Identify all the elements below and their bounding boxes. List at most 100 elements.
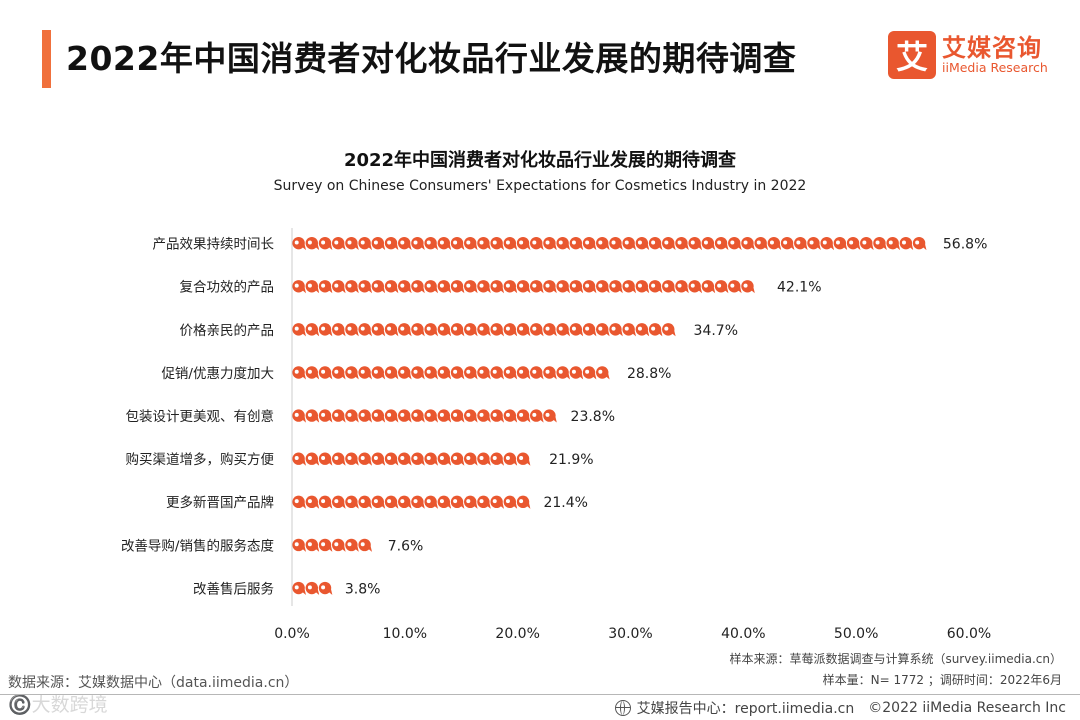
bar-unit-icon xyxy=(490,236,505,251)
bar-unit-icon xyxy=(332,538,346,552)
bar-unit-icon xyxy=(318,538,333,552)
bar-unit-icon xyxy=(556,409,561,423)
bar-unit-icon xyxy=(371,538,378,552)
bar-unit-icon xyxy=(318,495,333,509)
bar-unit-icon xyxy=(424,409,439,423)
bar-unit-icon xyxy=(516,409,531,423)
bar-unit-icon xyxy=(582,280,597,294)
bar-unit-icon xyxy=(450,280,465,294)
data-source: 数据来源：艾媒数据中心（data.iimedia.cn） xyxy=(8,675,299,691)
bar-unit-icon xyxy=(398,366,412,380)
bar-unit-icon xyxy=(477,280,491,294)
brand-logo[interactable]: 艾 艾媒咨询 iiMedia Research xyxy=(888,31,1048,79)
bar xyxy=(292,409,561,423)
bar-unit-icon xyxy=(450,495,465,509)
bar-unit-icon xyxy=(292,538,306,552)
bar-unit-icon xyxy=(596,323,610,337)
bar-unit-icon xyxy=(701,280,716,294)
bar-unit-icon xyxy=(596,280,610,294)
bar-unit-icon xyxy=(305,538,320,552)
bar-unit-icon xyxy=(807,236,821,251)
logo-name-cn: 艾媒咨询 xyxy=(942,33,1042,62)
bar-unit-icon xyxy=(437,452,452,466)
bar-unit-icon xyxy=(556,236,571,251)
category-label: 购买渠道增多，购买方便 xyxy=(126,451,275,468)
bar-unit-icon xyxy=(477,366,491,380)
bar-unit-icon xyxy=(490,409,505,423)
bar-unit-icon xyxy=(424,323,439,337)
bar-unit-icon xyxy=(675,280,689,294)
bar-unit-icon xyxy=(516,236,531,251)
bar-unit-icon xyxy=(345,280,359,294)
x-tick-label: 60.0% xyxy=(947,626,991,642)
bar xyxy=(292,323,684,337)
bar-unit-icon xyxy=(450,323,465,337)
bar-unit-icon xyxy=(345,538,359,552)
bar-unit-icon xyxy=(358,409,373,423)
bar-unit-icon xyxy=(437,236,452,251)
bar-unit-icon xyxy=(332,581,335,596)
bar-unit-icon xyxy=(780,236,795,251)
bar xyxy=(292,495,534,509)
bar-unit-icon xyxy=(292,452,306,466)
bar-chart: 产品效果持续时间长 56.8% 复合功效的产品 42.1% 价格亲民的产品 34.7% 促销… xyxy=(121,228,991,642)
bar-unit-icon xyxy=(516,495,531,509)
bar-unit-icon xyxy=(371,452,386,466)
bar-unit-icon xyxy=(358,323,373,337)
bar-unit-icon xyxy=(398,495,412,509)
bar-unit-icon xyxy=(675,323,684,337)
bar-unit-icon xyxy=(662,323,676,337)
bar-unit-icon xyxy=(332,452,346,466)
sample-source-note: 样本来源：草莓派数据调查与计算系统（survey.iimedia.cn） xyxy=(729,652,1062,666)
bar-unit-icon xyxy=(609,236,623,251)
bar-unit-icon xyxy=(384,495,399,509)
bar-unit-icon xyxy=(490,452,505,466)
category-label: 价格亲民的产品 xyxy=(180,323,275,339)
bar-unit-icon xyxy=(503,495,518,509)
bar-unit-icon xyxy=(345,495,359,509)
bar-unit-icon xyxy=(398,323,412,337)
report-center-link[interactable]: 艾媒报告中心：report.iimedia.cn xyxy=(636,701,855,717)
bar-unit-icon xyxy=(530,323,544,337)
bar-unit-icon xyxy=(345,236,359,251)
bar xyxy=(292,236,933,251)
bar-unit-icon xyxy=(635,236,650,251)
category-label: 改善导购/销售的服务态度 xyxy=(121,538,274,554)
bar-unit-icon xyxy=(912,236,927,251)
bar-unit-icon xyxy=(582,323,597,337)
category-label: 促销/优惠力度加大 xyxy=(161,366,274,382)
x-tick-label: 30.0% xyxy=(608,626,652,642)
bar-unit-icon xyxy=(556,366,571,380)
bar-unit-icon xyxy=(662,236,676,251)
bar-unit-icon xyxy=(358,236,373,251)
bar xyxy=(292,538,378,552)
bar-unit-icon xyxy=(767,236,782,251)
bar-unit-icon xyxy=(556,323,571,337)
data-label: 21.4% xyxy=(543,495,587,511)
data-label: 23.8% xyxy=(571,409,615,425)
bar-unit-icon xyxy=(464,409,478,423)
bar-unit-icon xyxy=(490,366,505,380)
bar-unit-icon xyxy=(596,366,610,380)
bar-unit-icon xyxy=(292,495,306,509)
bar-unit-icon xyxy=(332,409,346,423)
bar-unit-icon xyxy=(345,323,359,337)
logo-mark: 艾 xyxy=(888,31,936,79)
bar-unit-icon xyxy=(688,236,703,251)
x-tick-label: 10.0% xyxy=(383,626,427,642)
bar-unit-icon xyxy=(384,236,399,251)
bar-unit-icon xyxy=(530,409,544,423)
bar-unit-icon xyxy=(662,280,676,294)
bar-unit-icon xyxy=(648,323,663,337)
bar-unit-icon xyxy=(318,452,333,466)
bar-unit-icon xyxy=(477,409,491,423)
bar-unit-icon xyxy=(424,236,439,251)
bar-unit-icon xyxy=(371,366,386,380)
bar-unit-icon xyxy=(358,280,373,294)
bar-unit-icon xyxy=(318,323,333,337)
bar xyxy=(292,581,335,596)
bar-unit-icon xyxy=(609,366,617,380)
category-label: 包装设计更美观、有创意 xyxy=(126,408,275,425)
bar-unit-icon xyxy=(411,409,425,423)
bar-unit-icon xyxy=(701,236,716,251)
